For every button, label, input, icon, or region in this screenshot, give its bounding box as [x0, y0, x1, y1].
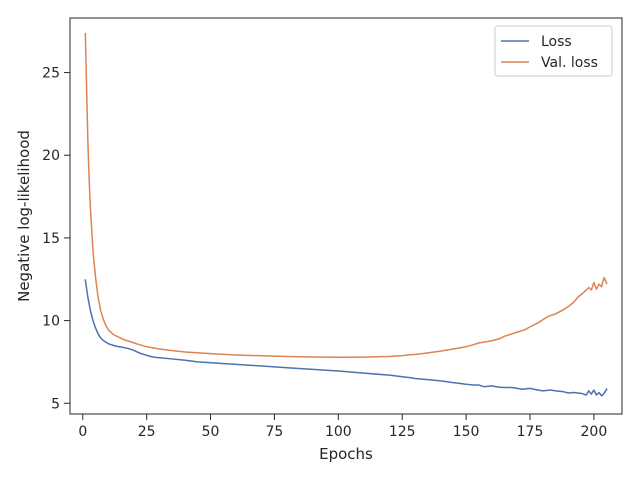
x-tick-label: 200: [581, 424, 608, 440]
y-tick-label: 15: [42, 231, 60, 247]
x-tick-label: 25: [138, 424, 156, 440]
series-line-loss: [84, 279, 608, 397]
x-axis: 0 25 50 75 100 125 150 175 200: [78, 414, 607, 440]
y-axis: 5 10 15 20 25: [42, 66, 70, 412]
x-axis-label: Epochs: [319, 445, 373, 463]
y-axis-label: Negative log-likelihood: [15, 130, 33, 302]
plot-frame: [69, 17, 623, 415]
y-tick-label: 10: [42, 314, 60, 330]
x-tick-label: 125: [389, 424, 416, 440]
x-tick-label: 75: [266, 424, 284, 440]
y-tick-label: 5: [51, 396, 60, 412]
legend-label-val-loss: Val. loss: [541, 55, 598, 71]
series-line-val-loss: [84, 32, 608, 359]
legend-box: [494, 25, 613, 77]
x-tick-label: 50: [202, 424, 220, 440]
series-layer: [84, 32, 608, 397]
legend-label-loss: Loss: [541, 34, 572, 50]
x-tick-label: 150: [453, 424, 480, 440]
legend: Loss Val. loss: [494, 25, 613, 77]
y-tick-label: 25: [42, 66, 60, 82]
x-tick-label: 0: [78, 424, 87, 440]
x-tick-label: 175: [517, 424, 544, 440]
x-tick-label: 100: [325, 424, 352, 440]
y-tick-label: 20: [42, 148, 60, 164]
